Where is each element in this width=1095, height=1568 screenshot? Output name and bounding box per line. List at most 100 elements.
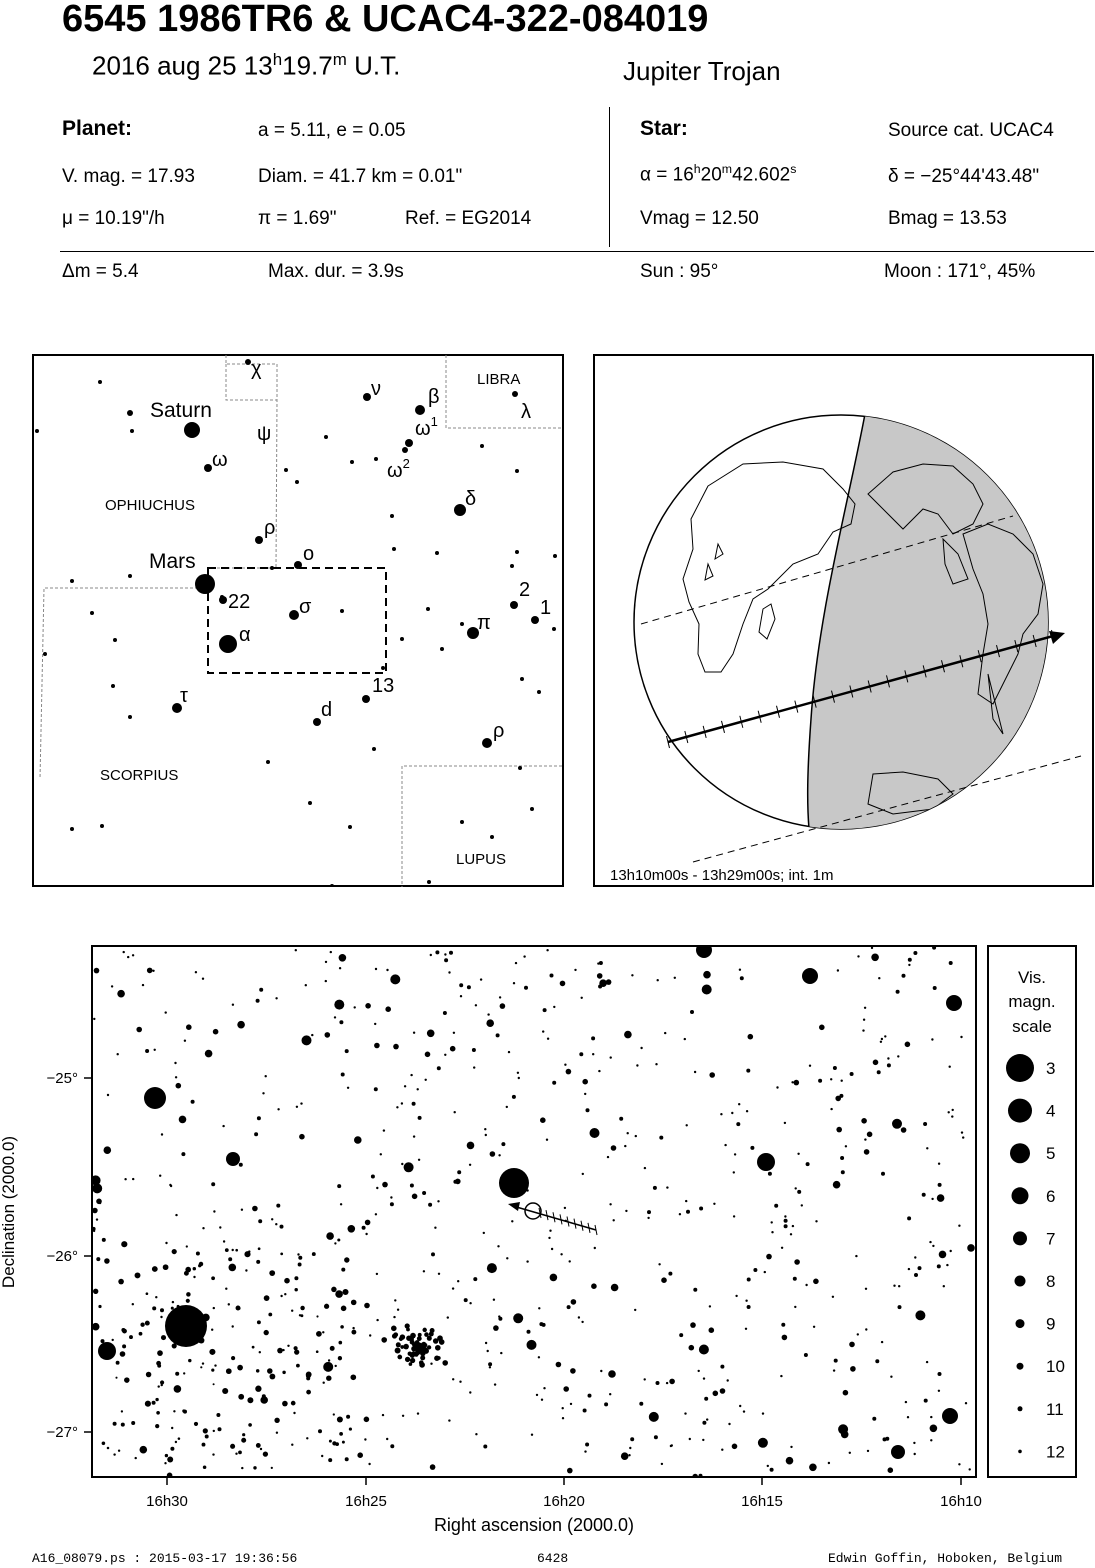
star-label-rho-oph: ρ	[264, 517, 275, 539]
planet-orbit: a = 5.11, e = 0.05	[258, 120, 406, 141]
max-duration: Max. dur. = 3.9s	[268, 261, 404, 282]
star-label-lambda: λ	[521, 401, 531, 423]
star-label-nu: ν	[371, 378, 381, 400]
star-label-beta: β	[428, 386, 440, 408]
planet-heading: Planet:	[62, 117, 133, 140]
target-star-marker	[524, 1202, 542, 1220]
legend-dot-8	[1014, 1275, 1026, 1287]
terminator-line	[806, 415, 866, 829]
legend-title-scale: scale	[1012, 1017, 1052, 1036]
constellation-ophiuchus: OPHIUCHUS	[105, 497, 195, 514]
y-axis-label: Declination (2000.0)	[0, 1136, 18, 1288]
star-dec: δ = −25°44'43.48"	[888, 166, 1040, 187]
antares-marker	[219, 635, 237, 653]
ytick-27: −27°	[47, 1424, 78, 1441]
legend-mag-11: 11	[1046, 1400, 1064, 1419]
legend-dot-5	[1010, 1143, 1030, 1164]
star-label-1: 1	[540, 597, 551, 619]
star-label-omega: ω	[212, 449, 228, 471]
star-source: Source cat. UCAC4	[888, 120, 1054, 141]
legend-mag-10: 10	[1046, 1357, 1065, 1376]
central-track	[667, 634, 1054, 744]
night-side	[807, 415, 1048, 829]
star-heading: Star:	[640, 117, 688, 140]
legend-mag-3: 3	[1046, 1059, 1055, 1078]
path-arrow	[508, 1202, 520, 1211]
event-datetime: 2016 aug 25 13h19.7m U.T.	[92, 50, 401, 81]
legend-dot-11	[1017, 1406, 1023, 1412]
legend-dot-7	[1013, 1231, 1027, 1246]
star-label-psi: ψ	[257, 423, 271, 445]
star-vmag: Vmag = 12.50	[640, 208, 759, 229]
object-class: Jupiter Trojan	[623, 56, 781, 86]
finder-chart: OPHIUCHUS LIBRA SCORPIUS LUPUS Saturn Ma…	[32, 354, 564, 887]
star-label-22: 22	[228, 591, 250, 613]
magnitude-legend	[987, 945, 1077, 1478]
legend-dot-12	[1018, 1449, 1022, 1454]
legend-mag-7: 7	[1046, 1229, 1055, 1248]
legend-title-vis: Vis.	[1018, 968, 1046, 987]
track-limit-north	[640, 515, 1014, 625]
legend-dot-6	[1011, 1187, 1029, 1205]
bright-star-near-target	[499, 1168, 529, 1198]
footer-author: Edwin Goffin, Hoboken, Belgium	[828, 1551, 1063, 1566]
xtick-16h10: 16h10	[940, 1493, 982, 1510]
star-label-omega1: ω1	[415, 414, 438, 440]
planet-parallax: π = 1.69"	[258, 208, 337, 229]
legend-dot-10	[1016, 1362, 1024, 1370]
star-label-omega2: ω2	[387, 456, 410, 482]
star-label-tau: τ	[180, 685, 188, 707]
xtick-16h30: 16h30	[146, 1493, 188, 1510]
star-label-rho-lup: ρ	[493, 720, 504, 742]
antares-big	[165, 1305, 207, 1347]
legend-dot-4	[1008, 1098, 1032, 1123]
star-label-d: d	[321, 699, 332, 721]
moon-info: Moon : 171°, 45%	[884, 261, 1036, 282]
planet-label-saturn: Saturn	[150, 399, 212, 422]
star-label-2: 2	[519, 579, 530, 601]
ytick-25: −25°	[47, 1070, 78, 1087]
header-divider	[609, 107, 610, 247]
star-label-omicron: ο	[303, 543, 314, 565]
page-title: 6545 1986TR6 & UCAC4-322-084019	[62, 0, 709, 40]
mars-marker	[195, 574, 215, 594]
legend-mag-9: 9	[1046, 1315, 1055, 1334]
footer-file: A16_08079.ps : 2015-03-17 19:36:56	[32, 1551, 298, 1566]
legend-title-magn: magn.	[1008, 992, 1055, 1011]
star-label-chi: χ	[251, 358, 262, 380]
legend-mag-5: 5	[1046, 1144, 1055, 1163]
star-bmag: Bmag = 13.53	[888, 208, 1007, 229]
star-label-13: 13	[372, 675, 394, 697]
legend-mag-4: 4	[1046, 1102, 1055, 1121]
star-label-alpha: α	[239, 624, 251, 646]
footer-number: 6428	[537, 1551, 569, 1566]
planet-vmag: V. mag. = 17.93	[62, 166, 195, 187]
star-label-pi: π	[477, 612, 491, 634]
delta-mag: Δm = 5.4	[62, 261, 139, 282]
planet-ref: Ref. = EG2014	[405, 208, 532, 229]
legend-mag-8: 8	[1046, 1272, 1055, 1291]
xtick-16h15: 16h15	[741, 1493, 783, 1510]
ytick-26: −26°	[47, 1248, 78, 1265]
legend-mag-6: 6	[1046, 1187, 1055, 1206]
legend-dot-9	[1015, 1319, 1025, 1329]
header-rule	[60, 251, 1094, 252]
planet-diam: Diam. = 41.7 km = 0.01"	[258, 166, 463, 187]
planet-label-mars: Mars	[149, 550, 196, 573]
star-label-delta: δ	[465, 488, 476, 510]
continents	[682, 461, 1044, 815]
star-label-sigma: σ	[299, 596, 312, 618]
constellation-libra: LIBRA	[477, 371, 520, 388]
globe-caption: 13h10m00s - 13h29m00s; int. 1m	[610, 867, 833, 884]
star-ra: α = 16h20m42.602s	[640, 162, 797, 186]
earth-globe-panel: 13h10m00s - 13h29m00s; int. 1m	[593, 354, 1094, 887]
star-chart: 16h30 16h25 16h20 16h15 16h10 −25° −26° …	[0, 945, 1077, 1535]
constellation-scorpius: SCORPIUS	[100, 767, 178, 784]
field-box	[207, 567, 387, 674]
sun-elongation: Sun : 95°	[640, 261, 719, 282]
saturn-marker	[184, 422, 200, 438]
xtick-16h25: 16h25	[345, 1493, 387, 1510]
occultation-path	[508, 1202, 598, 1236]
xtick-16h20: 16h20	[543, 1493, 585, 1510]
legend-mag-12: 12	[1046, 1442, 1065, 1461]
